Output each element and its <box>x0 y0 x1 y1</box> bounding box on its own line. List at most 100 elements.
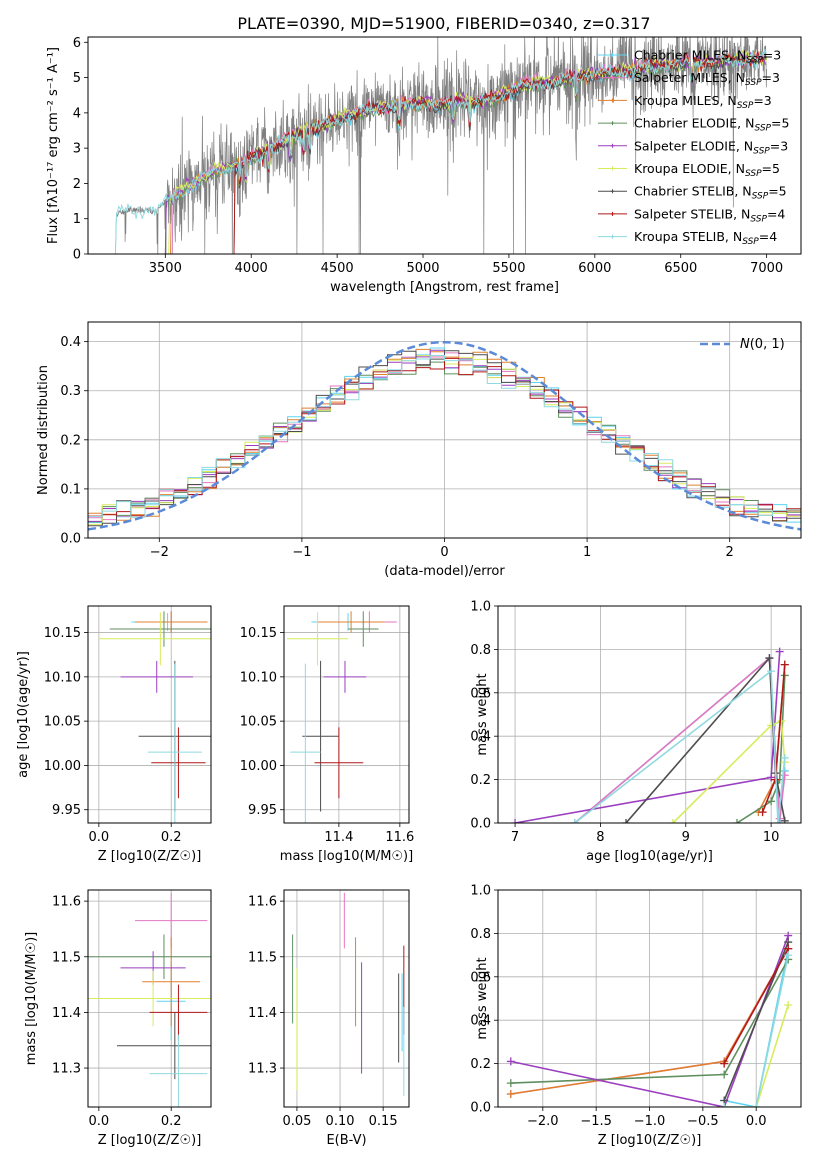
legend-marker <box>610 166 615 171</box>
x-tick-label: −0.5 <box>687 1114 719 1129</box>
legend-entry-label: Kroupa ELODIE, NSSP=5 <box>634 161 780 179</box>
weight-marker <box>506 1089 515 1098</box>
weight-marker <box>775 647 784 656</box>
x-tick-label: 3500 <box>149 261 182 276</box>
y-tick-label: 0.3 <box>60 384 81 399</box>
weight-marker <box>784 951 793 960</box>
legend-entry-label: Salpeter STELIB, NSSP=4 <box>634 206 785 224</box>
panel-mass-vs-ebv: 0.05 0.10 0.15 11.3 11.4 11.5 11.6 E(B-V) <box>248 889 410 1148</box>
y-tick-label: 6 <box>73 36 81 51</box>
errorbar-group <box>292 892 405 1096</box>
y-tick-label: 0.2 <box>470 773 491 788</box>
weight-marker <box>784 1001 793 1010</box>
y-tick-label: 2 <box>73 177 81 192</box>
x-tick-label: 2 <box>726 545 734 560</box>
x-tick-label: 0.0 <box>746 1114 767 1129</box>
x-axis-label: Z [log10(Z/Z☉)] <box>98 849 202 864</box>
axes-frame <box>497 605 802 824</box>
y-tick-label: 10.00 <box>44 759 81 774</box>
y-axis-label: Normed distribution <box>36 365 51 495</box>
weight-lines-group <box>511 647 789 823</box>
errorbar-group <box>88 892 211 1107</box>
weight-line-8 <box>723 948 789 1064</box>
x-tick-label: 0.0 <box>89 1114 110 1129</box>
weight-line-9 <box>574 669 786 823</box>
y-tick-label: 11.3 <box>52 1062 81 1077</box>
weight-marker <box>767 667 776 676</box>
y-tick-label: 0.8 <box>470 643 491 658</box>
legend-marker <box>610 211 615 216</box>
y-tick-label: 0.0 <box>60 532 81 547</box>
y-tick-label: 9.95 <box>52 803 81 818</box>
x-tick-label: 6000 <box>578 261 611 276</box>
y-tick-label: 11.5 <box>248 950 277 965</box>
model-spectrum-line-9 <box>115 49 767 254</box>
y-tick-label: 0.1 <box>60 482 81 497</box>
legend-entry-label: Kroupa MILES, NSSP=3 <box>634 93 772 111</box>
axes-frame <box>87 889 212 1108</box>
y-tick-label: 0.0 <box>470 1101 491 1116</box>
legend-entry-label: Salpeter ELODIE, NSSP=3 <box>634 138 788 156</box>
x-tick-label: 0.10 <box>326 1114 355 1129</box>
y-tick-label: 0 <box>73 248 81 263</box>
y-tick-label: 0.4 <box>470 730 491 745</box>
axes-frame <box>283 889 410 1108</box>
y-tick-label: 10.15 <box>240 626 277 641</box>
y-tick-label: 10.05 <box>240 715 277 730</box>
weight-marker <box>622 819 631 823</box>
histogram-step-9 <box>88 355 801 527</box>
y-tick-label: 0.4 <box>470 1014 491 1029</box>
x-tick-label: 8 <box>596 830 604 845</box>
legend-entry-label: Salpeter MILES, NSSP=3 <box>634 70 780 88</box>
legend-entry-label: N(0, 1) <box>740 337 785 352</box>
spectrum-series-group <box>115 37 768 254</box>
legend-marker <box>610 75 615 80</box>
weight-marker <box>506 1057 515 1066</box>
y-tick-label: 10.05 <box>44 715 81 730</box>
y-tick-label: 11.4 <box>248 1006 277 1021</box>
weight-line-5 <box>510 935 789 1107</box>
legend-marker <box>610 98 615 103</box>
x-tick-label: 11.4 <box>324 830 353 845</box>
x-axis-label: age [log10(age/yr)] <box>586 849 713 864</box>
panel-weight-vs-age: 7 8 9 10 0.0 0.2 0.4 0.6 0.8 1.0 age [log10(age/yr… <box>470 600 802 864</box>
y-tick-label: 0.6 <box>470 970 491 985</box>
y-tick-label: 0.4 <box>60 335 81 350</box>
spectrum-legend: Chabrier MILES, NSSP=3 Salpeter MILES, NS… <box>598 48 789 247</box>
weight-marker <box>780 816 789 823</box>
weight-marker <box>767 797 776 806</box>
x-axis-label: wavelength [Angstrom, rest frame] <box>330 280 559 295</box>
y-axis-label: age [log10(age/yr)] <box>16 651 31 778</box>
x-tick-label: 5000 <box>406 261 439 276</box>
legend-marker <box>610 234 615 239</box>
x-tick-label: −2.0 <box>527 1114 559 1129</box>
errorbar-group <box>287 611 397 823</box>
y-tick-label: 11.3 <box>248 1062 277 1077</box>
y-tick-label: 10.00 <box>240 759 277 774</box>
weight-marker <box>752 1103 761 1107</box>
y-axis-label: mass weight <box>475 957 490 1039</box>
model-spectrum-line-7 <box>233 52 767 254</box>
x-tick-label: 5500 <box>492 261 525 276</box>
weight-line-6 <box>724 1004 789 1107</box>
x-tick-label: 0.0 <box>89 830 110 845</box>
x-axis-label: Z [log10(Z/Z☉)] <box>98 1133 202 1148</box>
x-tick-label: 9 <box>682 830 690 845</box>
weight-marker <box>732 819 741 823</box>
axes-frame <box>283 605 410 824</box>
errorbar-group <box>98 611 211 823</box>
weight-marker <box>506 1079 515 1088</box>
panel-weight-vs-Z: −2.0 −1.5 −1.0 −0.5 0.0 0.0 0.2 0.4 0.6 0.8 1.0 Z [… <box>470 884 802 1148</box>
y-tick-label: 4 <box>73 106 81 121</box>
weight-marker <box>758 808 767 817</box>
x-tick-label: 10 <box>763 830 780 845</box>
model-spectrum-line-8 <box>233 51 767 254</box>
figure-title: PLATE=0390, MJD=51900, FIBERID=0340, z=0… <box>237 14 650 33</box>
axes-frame <box>87 605 212 824</box>
x-tick-label: 0 <box>440 545 448 560</box>
x-tick-label: −1.5 <box>580 1114 612 1129</box>
y-tick-label: 1.0 <box>470 600 491 615</box>
x-tick-label: 6500 <box>664 261 697 276</box>
histogram-group <box>88 340 801 531</box>
y-tick-label: 11.5 <box>52 950 81 965</box>
